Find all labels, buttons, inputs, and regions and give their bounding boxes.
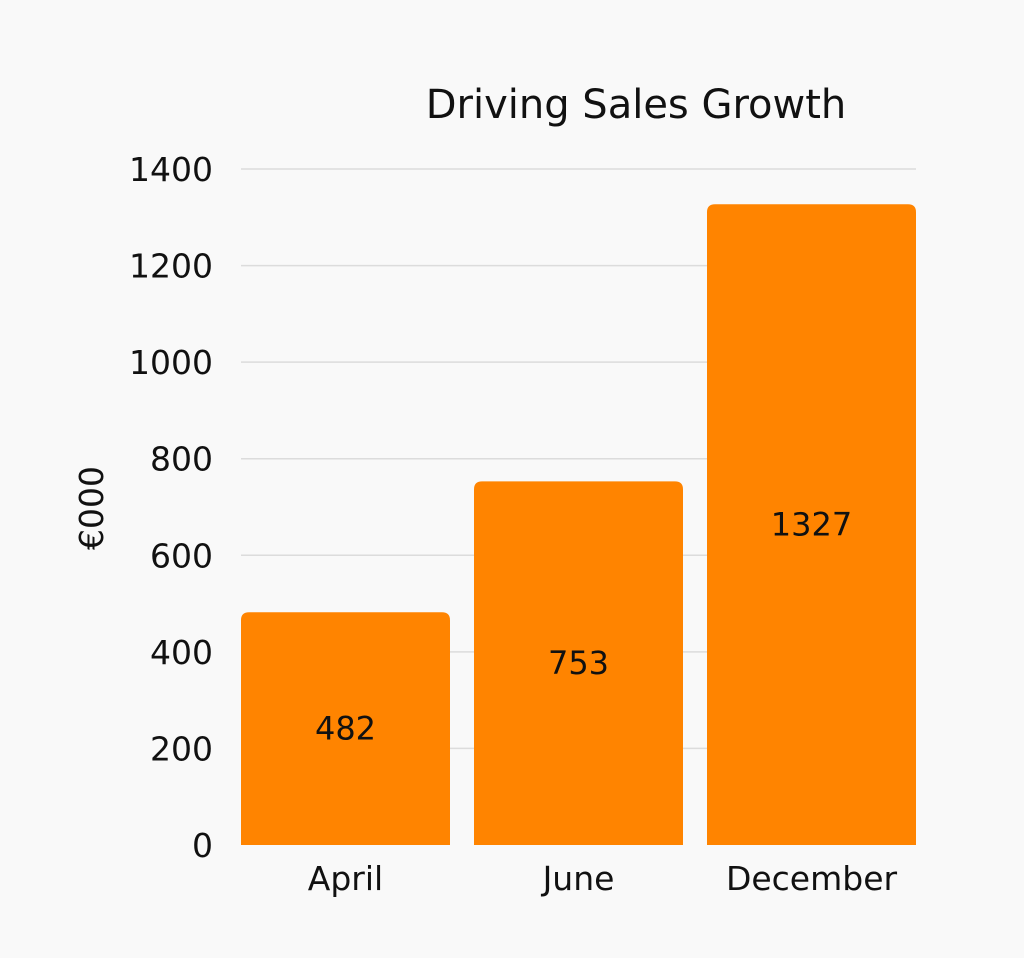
y-axis-title: €000: [72, 466, 111, 550]
x-axis-labels: April June December: [308, 859, 898, 898]
x-category-label: April: [308, 859, 383, 898]
bars: [241, 204, 916, 846]
y-tick-label: 400: [150, 633, 213, 672]
data-label: 753: [548, 644, 609, 682]
y-tick-label: 0: [192, 826, 213, 865]
y-axis-ticks: 0 200 400 600 800 1000 1200 1400: [129, 150, 213, 865]
y-tick-label: 1400: [129, 150, 213, 189]
data-label: 482: [315, 710, 376, 748]
y-tick-label: 600: [150, 536, 213, 575]
data-label: 1327: [771, 506, 852, 544]
y-tick-label: 800: [150, 440, 213, 479]
chart-title: Driving Sales Growth: [426, 82, 847, 128]
bar-april: [241, 612, 450, 845]
bar-june: [474, 481, 683, 845]
y-tick-label: 1000: [129, 343, 213, 382]
data-labels: 482 753 1327: [315, 506, 852, 748]
bar-december: [707, 204, 916, 846]
y-tick-label: 200: [150, 729, 213, 768]
y-tick-label: 1200: [129, 247, 213, 286]
x-category-label: December: [726, 859, 898, 898]
x-category-label: June: [541, 859, 615, 898]
